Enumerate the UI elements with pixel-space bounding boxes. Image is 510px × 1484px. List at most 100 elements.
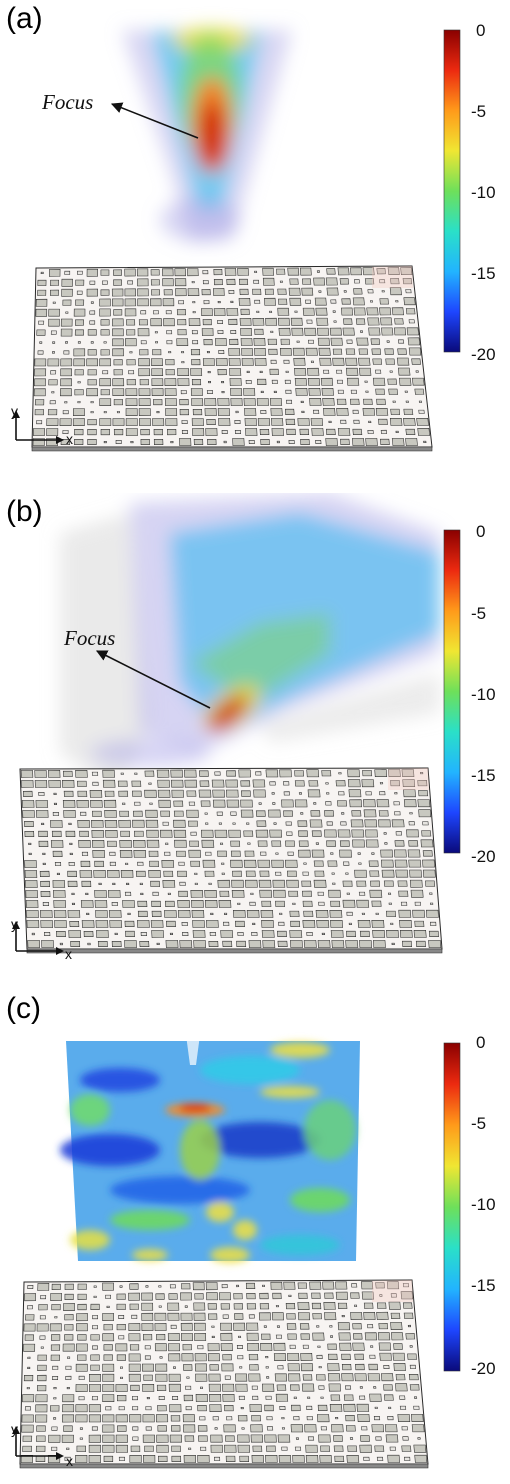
metasurface-cell bbox=[354, 869, 367, 878]
metasurface-cell bbox=[292, 1455, 305, 1463]
metasurface-cell bbox=[51, 1446, 58, 1451]
metasurface-cell bbox=[260, 910, 274, 918]
metasurface-cell bbox=[155, 1373, 168, 1382]
metasurface-cell bbox=[257, 418, 271, 426]
metasurface-cell bbox=[402, 278, 413, 285]
metasurface-cell bbox=[264, 1434, 277, 1443]
metasurface-cell bbox=[289, 278, 299, 285]
metasurface-cell bbox=[96, 930, 109, 938]
metasurface-cell bbox=[293, 357, 306, 366]
metasurface-cell bbox=[271, 379, 278, 384]
metasurface-cell bbox=[226, 799, 240, 808]
metasurface-cell bbox=[219, 1292, 231, 1301]
metasurface-cell bbox=[357, 920, 371, 928]
metasurface-cell bbox=[284, 859, 298, 868]
metasurface-cell bbox=[247, 842, 251, 845]
metasurface-cell bbox=[408, 821, 415, 826]
metasurface-cell bbox=[415, 370, 419, 373]
metasurface-cell bbox=[76, 800, 89, 808]
metasurface-cell bbox=[103, 1455, 114, 1462]
metasurface-cell bbox=[395, 430, 399, 433]
metasurface-cell bbox=[143, 1334, 153, 1341]
metasurface-cell bbox=[298, 830, 308, 837]
metasurface-cell bbox=[306, 1416, 313, 1421]
metasurface-cell bbox=[290, 1384, 300, 1391]
metasurface-cell bbox=[217, 408, 230, 416]
metasurface-cell bbox=[39, 1315, 46, 1320]
metasurface-cell bbox=[66, 1447, 70, 1450]
colorbar-tick-c-1: -5 bbox=[471, 1114, 487, 1133]
metasurface-cell bbox=[137, 920, 150, 928]
metasurface-cell bbox=[307, 789, 321, 798]
metasurface-cell bbox=[53, 900, 66, 908]
metasurface-cell bbox=[188, 1447, 192, 1450]
metasurface-cell bbox=[234, 430, 241, 434]
metasurface-cell bbox=[145, 819, 159, 828]
metasurface-cell bbox=[253, 279, 260, 284]
metasurface-cell bbox=[140, 892, 144, 895]
metasurface-cell bbox=[197, 1345, 204, 1350]
metasurface-cell bbox=[290, 920, 301, 927]
metasurface-cell bbox=[311, 849, 325, 858]
metasurface-cell bbox=[361, 1291, 374, 1300]
metasurface-cell bbox=[295, 388, 308, 396]
metasurface-cell bbox=[291, 327, 304, 336]
metasurface-cell bbox=[330, 299, 337, 304]
metasurface-cell bbox=[48, 379, 58, 386]
metasurface-cell bbox=[214, 1456, 221, 1461]
metasurface-cell bbox=[145, 809, 158, 818]
metasurface-cell bbox=[67, 910, 81, 918]
axis-x-arrowhead bbox=[56, 1452, 64, 1460]
metasurface-cell bbox=[211, 779, 225, 788]
metasurface-cell bbox=[270, 1281, 283, 1290]
metasurface-cell bbox=[125, 862, 129, 865]
metasurface-cell bbox=[193, 1302, 206, 1311]
metasurface-cell bbox=[318, 1366, 322, 1369]
metasurface-cell bbox=[345, 1385, 352, 1390]
metasurface-cell bbox=[180, 1322, 193, 1331]
metasurface-cell bbox=[176, 309, 186, 316]
metasurface-cell bbox=[376, 1456, 384, 1461]
metasurface-cell bbox=[163, 289, 173, 296]
metasurface-cell bbox=[334, 1455, 345, 1462]
metasurface-cell bbox=[397, 880, 408, 887]
metasurface-cell bbox=[108, 910, 122, 918]
metasurface-cell bbox=[77, 341, 81, 344]
metasurface-cell bbox=[67, 1356, 71, 1359]
metasurface-cell bbox=[131, 1314, 138, 1319]
metasurface-cell bbox=[250, 892, 254, 895]
metasurface-cell bbox=[64, 1456, 71, 1461]
metasurface-cell bbox=[217, 879, 231, 888]
metasurface-cell bbox=[306, 932, 313, 936]
metasurface-cell bbox=[363, 1302, 374, 1309]
metasurface-cell bbox=[345, 872, 349, 875]
metasurface-cell bbox=[209, 1404, 222, 1412]
metasurface-cell bbox=[194, 882, 198, 885]
metasurface-cell bbox=[78, 1396, 85, 1401]
metasurface-cell bbox=[299, 428, 310, 435]
metasurface-cell bbox=[156, 1444, 169, 1453]
metasurface-cell bbox=[190, 349, 201, 356]
metasurface-cell bbox=[87, 329, 97, 336]
metasurface-cell bbox=[315, 307, 328, 316]
metasurface-cell bbox=[278, 298, 288, 305]
metasurface-cell bbox=[192, 920, 205, 928]
metasurface-cell bbox=[208, 941, 219, 947]
metasurface-cell bbox=[352, 1323, 362, 1330]
metasurface-cell bbox=[310, 360, 315, 363]
metasurface-cell bbox=[116, 1354, 126, 1361]
metasurface-cell bbox=[379, 307, 392, 316]
metasurface-cell bbox=[157, 1405, 167, 1412]
metasurface-cell bbox=[418, 790, 429, 797]
metasurface-cell bbox=[173, 829, 187, 838]
metasurface-cell bbox=[370, 300, 374, 303]
metasurface-cell bbox=[113, 429, 124, 436]
metasurface-cell bbox=[170, 1415, 181, 1422]
metasurface-cell bbox=[285, 840, 295, 847]
metasurface-cell bbox=[231, 890, 245, 898]
colorbar bbox=[443, 1042, 461, 1372]
metasurface-cell bbox=[293, 1416, 300, 1421]
metasurface-cell bbox=[374, 1406, 378, 1409]
metasurface-cell bbox=[100, 429, 110, 436]
metasurface-cell bbox=[287, 870, 297, 877]
